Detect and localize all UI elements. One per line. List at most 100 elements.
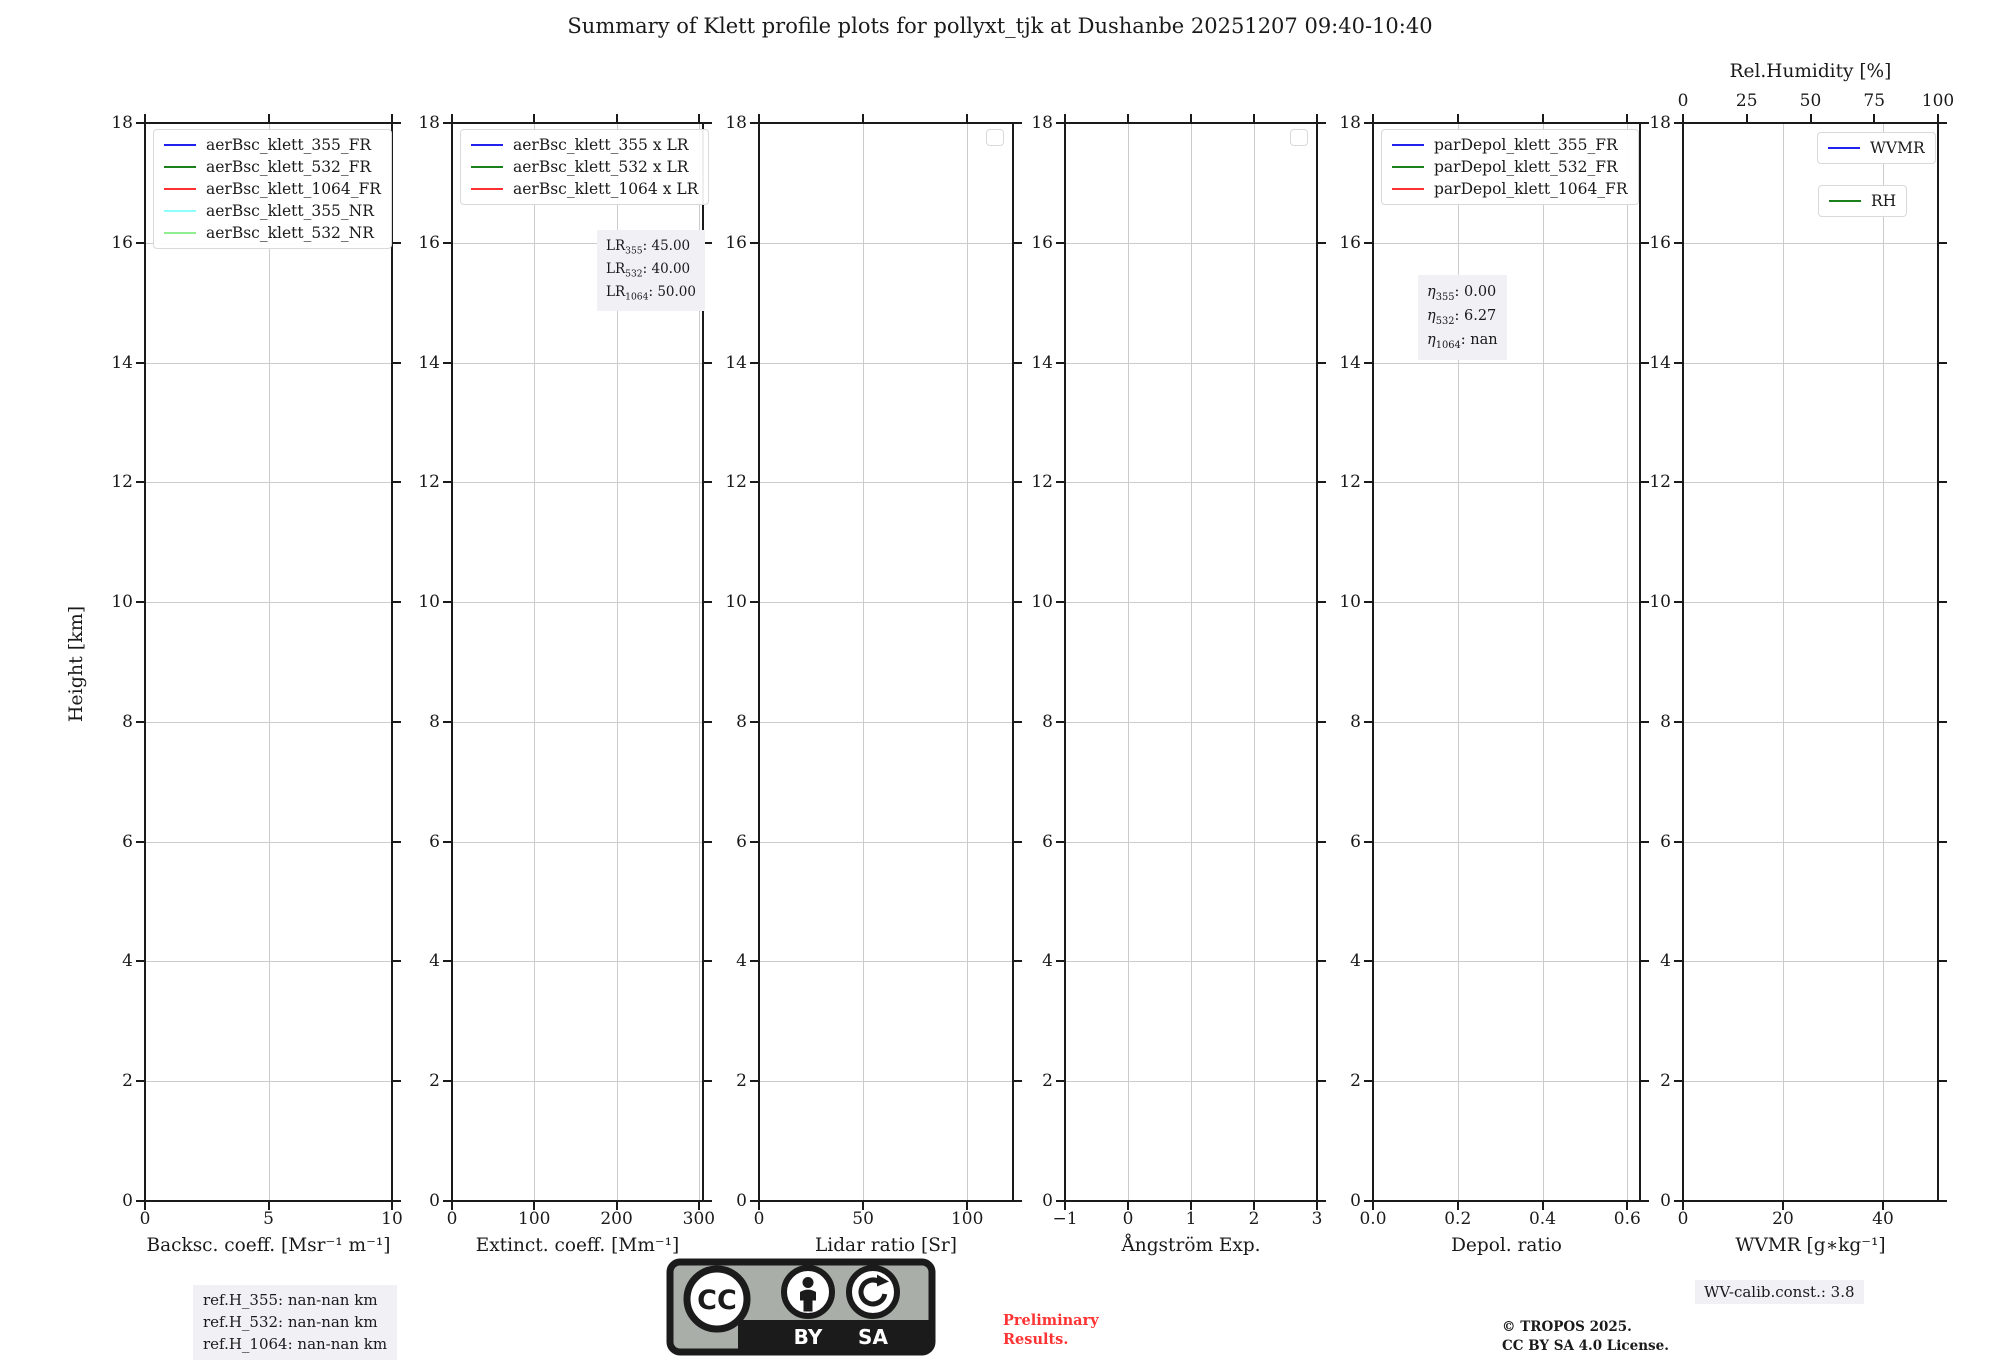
legend-label: WVMR (1870, 139, 1925, 157)
top-tick-mark (1873, 114, 1876, 123)
y-tick-mark (1056, 241, 1065, 244)
y-tick-label: 4 (1350, 951, 1361, 972)
legend-item: parDepol_klett_355_FR (1392, 136, 1628, 154)
y-tick-mark (136, 720, 145, 723)
y-tick-mark (136, 960, 145, 963)
y-tick-label: 12 (111, 472, 133, 493)
y-tick-label: 10 (725, 592, 747, 613)
x-tick-mark (615, 114, 618, 123)
figure-title: Summary of Klett profile plots for polly… (567, 14, 1433, 38)
y-gridline (145, 602, 392, 604)
y-tick-label: 6 (1350, 831, 1361, 852)
y-tick-mark (1938, 481, 1947, 484)
x-tick-mark (144, 1201, 146, 1210)
y-tick-mark (443, 601, 452, 604)
y-tick-mark (1674, 1200, 1683, 1202)
y-tick-label: 6 (1660, 831, 1671, 852)
y-tick-mark (1674, 840, 1683, 843)
y-tick-mark (1640, 481, 1649, 484)
y-tick-mark (1317, 481, 1326, 484)
y-gridline (452, 1081, 703, 1083)
y-tick-label: 4 (1660, 951, 1671, 972)
y-gridline (759, 242, 1013, 244)
x-axis-label-lidar-ratio: Lidar ratio [Sr] (815, 1235, 957, 1256)
top-axis-label: Rel.Humidity [%] (1729, 61, 1892, 82)
x-tick-mark (966, 1201, 969, 1210)
y-tick-mark (392, 122, 401, 124)
y-tick-label: 4 (122, 951, 133, 972)
annotation-line: η1064: nan (1427, 329, 1498, 353)
y-gridline (759, 721, 1013, 723)
y-gridline (759, 482, 1013, 484)
x-tick-label: 20 (1772, 1209, 1794, 1229)
copyright-note: © TROPOS 2025. CC BY SA 4.0 License. (1502, 1318, 1669, 1356)
y-tick-mark (1013, 720, 1022, 723)
y-tick-mark (1013, 840, 1022, 843)
y-tick-label: 14 (1339, 352, 1361, 373)
annotation-line: LR1064: 50.00 (606, 282, 696, 305)
axis-spine (758, 122, 1014, 124)
y-tick-mark (1056, 840, 1065, 843)
annotation-symbol: η (1427, 284, 1436, 300)
y-tick-mark (703, 241, 712, 244)
y-gridline (1065, 961, 1317, 963)
y-tick-mark (703, 1200, 712, 1202)
x-tick-mark (391, 114, 393, 123)
annotation-subscript: 1064 (625, 291, 649, 303)
y-tick-label: 0 (1660, 1191, 1671, 1211)
y-tick-mark (136, 481, 145, 484)
y-tick-mark (1013, 601, 1022, 604)
annotation-value: : 40.00 (642, 260, 691, 277)
axis-spine (1682, 122, 1939, 124)
y-tick-mark (1056, 720, 1065, 723)
ref-height-355: ref.H_355: nan-nan km (203, 1291, 378, 1309)
x-tick-mark (1682, 1201, 1684, 1210)
y-tick-label: 0 (122, 1191, 133, 1211)
y-tick-mark (1317, 1080, 1326, 1083)
x-tick-label: 0 (446, 1209, 458, 1229)
x-tick-mark (1316, 1201, 1318, 1210)
y-tick-label: 8 (1660, 711, 1671, 732)
y-tick-mark (1640, 241, 1649, 244)
y-gridline (145, 362, 392, 364)
y-tick-mark (1364, 241, 1373, 244)
x-gridline (698, 123, 700, 1201)
y-tick-label: 16 (1339, 232, 1361, 253)
x-tick-mark (1782, 1201, 1784, 1210)
legend-label: aerBsc_klett_532 x LR (513, 158, 689, 176)
y-tick-mark (1317, 840, 1326, 843)
y-tick-label: 16 (725, 232, 747, 253)
axis-spine (451, 122, 453, 1202)
y-gridline (1683, 961, 1938, 963)
x-tick-mark (758, 114, 760, 123)
y-tick-mark (392, 1200, 401, 1202)
y-tick-mark (1364, 1080, 1373, 1083)
y-tick-mark (1013, 361, 1022, 364)
y-tick-mark (1938, 840, 1947, 843)
person-head (802, 1277, 814, 1288)
top-tick-mark (1809, 114, 1812, 123)
y-tick-mark (443, 1080, 452, 1083)
y-tick-label: 16 (418, 232, 440, 253)
axis-spine (758, 122, 760, 1202)
value-annotation-box: η355: 0.00 η532: 6.27 η1064: nan (1418, 275, 1507, 360)
y-tick-mark (750, 241, 759, 244)
x-tick-label: 0 (139, 1209, 151, 1229)
y-gridline (1373, 1081, 1640, 1083)
y-tick-mark (1317, 241, 1326, 244)
legend-line-sample (1392, 166, 1424, 168)
legend-label: aerBsc_klett_1064_FR (206, 180, 381, 198)
y-tick-mark (1056, 1080, 1065, 1083)
x-tick-label: 5 (263, 1209, 274, 1229)
y-tick-mark (1013, 122, 1022, 124)
legend-item: aerBsc_klett_532_FR (164, 158, 381, 176)
x-gridline (967, 123, 969, 1201)
x-tick-mark (1456, 114, 1459, 123)
y-gridline (452, 242, 703, 244)
y-tick-mark (443, 241, 452, 244)
legend-box-rh: RH (1818, 185, 1908, 217)
y-tick-label: 16 (111, 232, 133, 253)
y-tick-mark (1640, 601, 1649, 604)
y-tick-mark (136, 601, 145, 604)
x-tick-label: 0.6 (1613, 1209, 1641, 1229)
